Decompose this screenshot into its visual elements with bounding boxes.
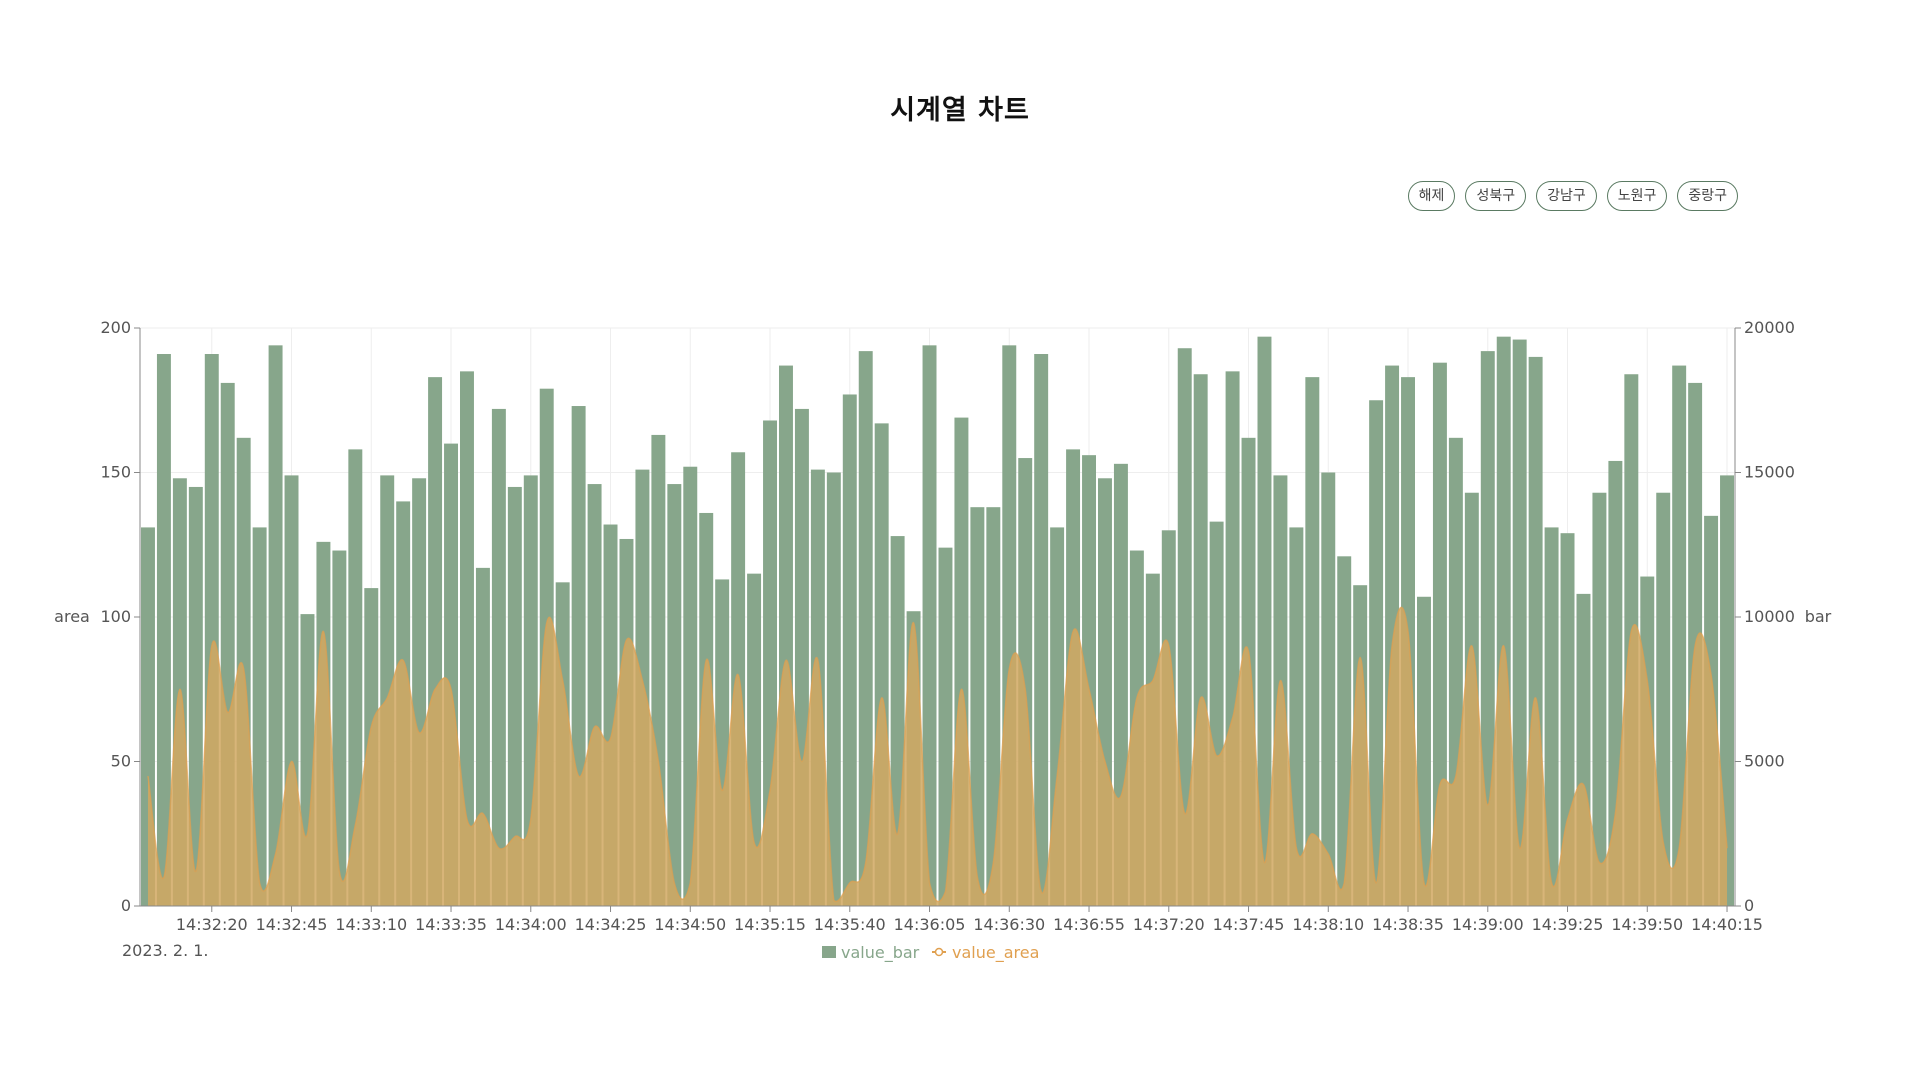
bar-mark [986,507,1001,906]
bar-mark [1337,556,1352,906]
area-fill [147,607,1728,906]
y-left-tick-label: 100 [100,607,131,626]
x-tick-label: 14:38:10 [1292,915,1364,934]
filter-gangnam-button[interactable]: 강남구 [1536,181,1597,211]
bar-mark [1544,527,1559,906]
bar-mark [858,351,873,906]
bar-mark [1177,348,1192,907]
bar-mark [683,466,698,906]
y-right-tick-label: 20000 [1744,318,1795,337]
x-tick-label: 14:33:35 [415,915,487,934]
x-tick-label: 14:36:55 [1053,915,1125,934]
chart-title: 시계열 차트 [890,95,1030,126]
x-tick-label: 14:37:45 [1213,915,1285,934]
x-tick-label: 14:35:40 [814,915,886,934]
legend-area-label[interactable]: value_area [952,943,1039,963]
bar-mark [1369,400,1384,906]
bar-mark [1034,354,1049,906]
x-tick-label: 14:36:05 [894,915,966,934]
bar-mark [1417,596,1431,906]
bar-mark [156,354,171,906]
x-tick-label: 14:34:25 [575,915,647,934]
y-right-tick-label: 15000 [1744,463,1795,482]
bar-mark [970,507,985,906]
y-left-tick-label: 150 [100,463,131,482]
x-tick-label: 14:40:15 [1691,915,1763,934]
filter-jungnang-button[interactable]: 중랑구 [1677,181,1738,211]
legend-bar-swatch[interactable] [822,946,836,958]
bar-mark [1656,492,1671,906]
legend-area-swatch-dot[interactable] [934,947,944,957]
bar-mark [507,486,522,906]
bar-mark [1672,365,1687,906]
bar-mark [842,394,857,906]
bar-mark [1321,472,1336,906]
y-right-tick-label: 5000 [1744,752,1785,771]
x-tick-label: 14:39:00 [1452,915,1524,934]
bar-mark [1305,377,1320,906]
x-tick-label: 14:34:50 [654,915,726,934]
y-right-tick-label: 0 [1744,896,1754,915]
bar-mark [667,484,682,906]
x-tick-label: 14:32:45 [256,915,328,934]
filter-seongbuk-button[interactable]: 성북구 [1465,181,1527,211]
filter-reset-button[interactable]: 해제 [1407,181,1456,211]
bar-mark [348,449,363,906]
bar-mark [252,527,267,906]
bar-mark [491,408,506,906]
bar-mark [1432,362,1447,906]
bar-mark [460,371,474,907]
x-tick-label: 14:36:30 [973,915,1045,934]
x-tick-label: 14:35:15 [734,915,806,934]
x-tick-label: 14:37:20 [1133,915,1205,934]
filter-group: 해제 성북구 강남구 노원구 중랑구 [1407,181,1738,211]
bar-mark [188,486,203,906]
x-tick-label: 14:32:20 [176,915,248,934]
bar-mark [1512,339,1527,906]
y-left-tick-label: 50 [111,752,131,771]
area-line [147,606,1728,903]
x-tick-label: 14:33:10 [335,915,407,934]
bar-mark [268,345,283,907]
bar-mark [1257,336,1272,906]
y-right-axis-label: bar [1805,607,1832,626]
y-left-tick-label: 0 [121,896,131,915]
x-axis-date-label: 2023. 2. 1. [122,941,209,960]
x-tick-label: 14:39:50 [1611,915,1683,934]
bar-mark [1480,351,1495,906]
filter-nowon-button[interactable]: 노원구 [1606,181,1668,211]
x-tick-label: 14:34:00 [495,915,567,934]
bar-mark [938,547,953,906]
y-right-tick-label: 10000 [1744,607,1795,626]
legend-bar-label[interactable]: value_bar [841,943,920,963]
x-tick-label: 14:39:25 [1532,915,1604,934]
bar-mark [826,472,841,906]
bar-mark [922,345,937,907]
bar-mark [1592,492,1607,906]
y-left-tick-label: 200 [100,318,131,337]
x-tick-label: 14:38:35 [1372,915,1444,934]
y-left-axis-label: area [54,607,90,626]
